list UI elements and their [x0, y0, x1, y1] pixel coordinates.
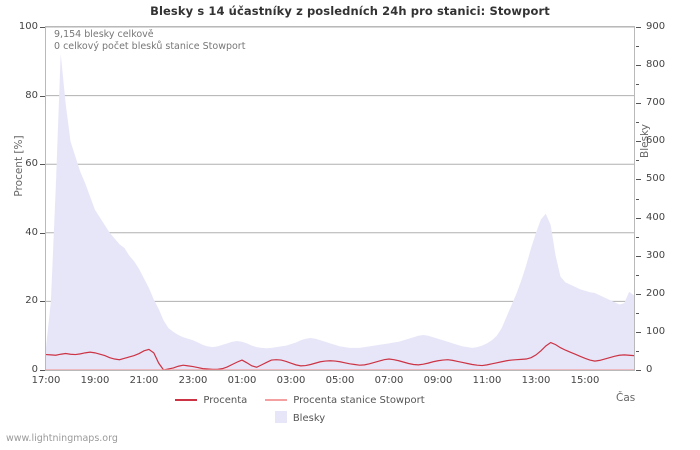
x-axis-label: Čas: [616, 392, 636, 404]
y-axis-left-tick-label: 0: [31, 364, 38, 375]
x-axis-tick-label: 11:00: [472, 375, 502, 386]
series-area-blesky: [46, 53, 634, 370]
x-axis-tick-label: 17:00: [31, 375, 61, 386]
y-axis-right-tick-label: 0: [646, 364, 653, 375]
y-axis-right-tick-mark: [636, 293, 641, 295]
y-axis-right-tick-mark: [636, 217, 641, 219]
y-axis-left-tick-mark: [40, 164, 45, 166]
legend-entry[interactable]: Procenta: [175, 393, 247, 408]
legend-entry[interactable]: Procenta stanice Stowport: [265, 393, 425, 408]
y-axis-right-tick-label: 500: [646, 173, 666, 185]
y-axis-right-tick-mark: [636, 370, 641, 371]
y-axis-right-tick-label: 600: [646, 135, 666, 147]
legend-box-swatch: [274, 411, 287, 423]
x-axis-tick-label: 21:00: [129, 375, 159, 386]
x-axis-tick-label: 07:00: [374, 375, 404, 386]
y-axis-right-minor-tick: [636, 122, 639, 124]
y-axis-right-tick-mark: [636, 65, 641, 67]
y-axis-right-tick-mark: [636, 179, 641, 181]
y-axis-right-tick-mark: [636, 331, 641, 333]
x-axis-tick-label: 09:00: [423, 375, 453, 386]
y-axis-right-minor-tick: [636, 198, 639, 200]
y-axis-right-minor-tick: [636, 312, 639, 314]
annotation-station-strokes: 0 celkový počet blesků stanice Stowport: [54, 41, 246, 52]
y-axis-left-tick-mark: [40, 301, 45, 303]
x-axis-tick-label: 03:00: [276, 375, 306, 386]
y-axis-left-tick-mark: [40, 95, 45, 97]
x-axis-tick-label: 15:00: [570, 375, 600, 386]
y-axis-right-tick-label: 100: [646, 325, 666, 337]
y-axis-right-tick-mark: [636, 255, 641, 257]
legend-label: Procenta: [203, 395, 248, 406]
y-axis-left-tick-mark: [40, 27, 45, 28]
y-axis-left-tick-label: 100: [18, 21, 38, 32]
y-axis-left-tick-label: 80: [25, 89, 38, 101]
y-axis-right-minor-tick: [636, 350, 639, 352]
y-axis-left-tick-label: 40: [25, 226, 38, 238]
y-axis-right-tick-label: 800: [646, 59, 666, 71]
y-axis-right-tick-label: 900: [646, 21, 666, 32]
x-axis-tick-label: 05:00: [325, 375, 355, 386]
plot-area: 9,154 blesky celkově 0 celkový počet ble…: [45, 26, 635, 371]
y-axis-right-minor-tick: [636, 84, 639, 86]
y-axis-right-tick-label: 300: [646, 249, 666, 261]
legend-line-swatch: [265, 399, 288, 401]
y-axis-left-tick-mark: [40, 370, 45, 371]
legend-line-swatch: [175, 399, 198, 401]
legend-row: Blesky: [0, 408, 600, 426]
y-axis-right-minor-tick: [636, 236, 639, 238]
series-line-procenta: [46, 341, 634, 370]
y-axis-right-tick-label: 200: [646, 287, 666, 299]
x-axis-tick-label: 13:00: [521, 375, 551, 386]
annotation-total-strokes: 9,154 blesky celkově: [54, 29, 154, 40]
x-axis-tick-label: 19:00: [80, 375, 110, 386]
legend-entry[interactable]: Blesky: [274, 411, 326, 426]
y-axis-left-tick-label: 20: [25, 295, 38, 307]
y-axis-right-tick-mark: [636, 103, 641, 105]
footer-url: www.lightningmaps.org: [6, 433, 118, 444]
chart-title: Blesky s 14 účastníky z posledních 24h p…: [150, 4, 550, 18]
chart-legend: Procenta Procenta stanice Stowport Blesky: [0, 390, 600, 426]
x-axis-tick-label: 23:00: [178, 375, 208, 386]
y-axis-right-minor-tick: [636, 160, 639, 162]
y-axis-left-tick-label: 60: [25, 158, 38, 170]
plot-svg: [46, 27, 634, 370]
y-axis-right-minor-tick: [636, 46, 639, 48]
y-axis-left-tick-mark: [40, 232, 45, 234]
y-axis-right-tick-mark: [636, 27, 641, 28]
x-axis-tick-label: 01:00: [227, 375, 257, 386]
legend-row: Procenta Procenta stanice Stowport: [0, 390, 600, 408]
y-axis-right-tick-label: 700: [646, 97, 666, 109]
legend-label: Blesky: [292, 413, 326, 424]
y-axis-right-minor-tick: [636, 274, 639, 276]
y-axis-right-tick-label: 400: [646, 211, 666, 223]
legend-label: Procenta stanice Stowport: [293, 395, 425, 406]
y-axis-right-tick-mark: [636, 141, 641, 143]
